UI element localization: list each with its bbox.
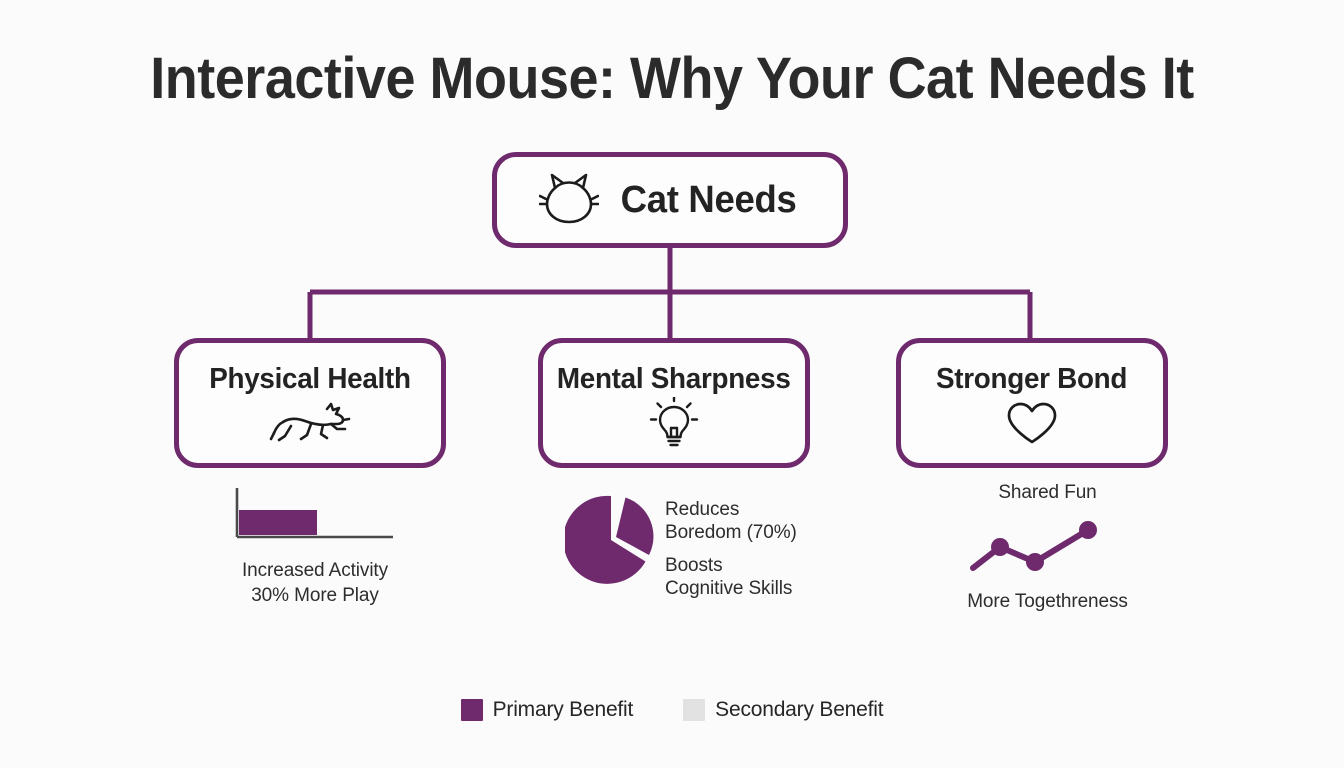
node-cat-needs[interactable]: Cat Needs xyxy=(492,152,848,248)
line-chart-block: Shared Fun More Togethreness xyxy=(940,482,1155,614)
pie-label-primary-line2: Boredom (70%) xyxy=(665,522,797,543)
pie-slice-primary xyxy=(563,495,646,584)
line-series xyxy=(970,527,1091,571)
page-title: Interactive Mouse: Why Your Cat Needs It xyxy=(150,46,1194,111)
lightbulb-icon xyxy=(646,396,702,446)
node-mental-sharpness-label: Mental Sharpness xyxy=(557,362,791,395)
node-physical-health[interactable]: Physical Health xyxy=(174,338,446,468)
bar-chart xyxy=(235,488,393,539)
bar-caption-line1: Increased Activity xyxy=(241,560,389,581)
pie-chart xyxy=(563,492,657,593)
legend-swatch-secondary xyxy=(683,699,706,721)
legend-label-primary: Primary Benefit xyxy=(492,698,634,721)
pie-label-secondary-line2: Cognitive Skills xyxy=(665,578,793,599)
line-chart-caption-bottom: More Togethreness xyxy=(967,591,1128,612)
legend: Primary Benefit Secondary Benefit xyxy=(0,698,1344,722)
line-chart-caption-top: Shared Fun xyxy=(998,482,1097,503)
pie-label-primary: Reduces Boredom (70%) xyxy=(665,498,797,544)
line-point xyxy=(1079,521,1097,539)
node-physical-health-label: Physical Health xyxy=(209,362,411,395)
pie-label-primary-line1: Reduces xyxy=(665,499,740,520)
pie-label-secondary: Boosts Cognitive Skills xyxy=(665,554,797,600)
cat-head-icon xyxy=(539,169,600,232)
pie-label-secondary-line1: Boosts xyxy=(665,555,723,576)
bar-chart-caption: Increased Activity 30% More Play xyxy=(205,558,425,608)
line-point xyxy=(991,538,1009,556)
bar-chart-block: Increased Activity 30% More Play xyxy=(205,485,425,608)
node-cat-needs-label: Cat Needs xyxy=(621,178,797,221)
bar-primary xyxy=(239,510,317,535)
line-point xyxy=(1026,553,1044,571)
legend-label-secondary: Secondary Benefit xyxy=(715,698,884,721)
pie-slice-secondary xyxy=(616,497,654,555)
legend-swatch-primary xyxy=(460,699,483,721)
bar-caption-line2: 30% More Play xyxy=(251,585,379,606)
running-cat-icon xyxy=(267,400,353,446)
legend-item-secondary[interactable]: Secondary Benefit xyxy=(683,698,884,722)
pie-chart-labels: Reduces Boredom (70%) Boosts Cognitive S… xyxy=(665,498,797,600)
node-stronger-bond-label: Stronger Bond xyxy=(936,362,1128,395)
heart-icon xyxy=(1004,400,1060,446)
line-chart xyxy=(970,521,1097,571)
pie-chart-block: Reduces Boredom (70%) Boosts Cognitive S… xyxy=(563,492,825,600)
node-stronger-bond[interactable]: Stronger Bond xyxy=(896,338,1168,468)
legend-item-primary[interactable]: Primary Benefit xyxy=(460,698,634,722)
node-mental-sharpness[interactable]: Mental Sharpness xyxy=(538,338,810,468)
